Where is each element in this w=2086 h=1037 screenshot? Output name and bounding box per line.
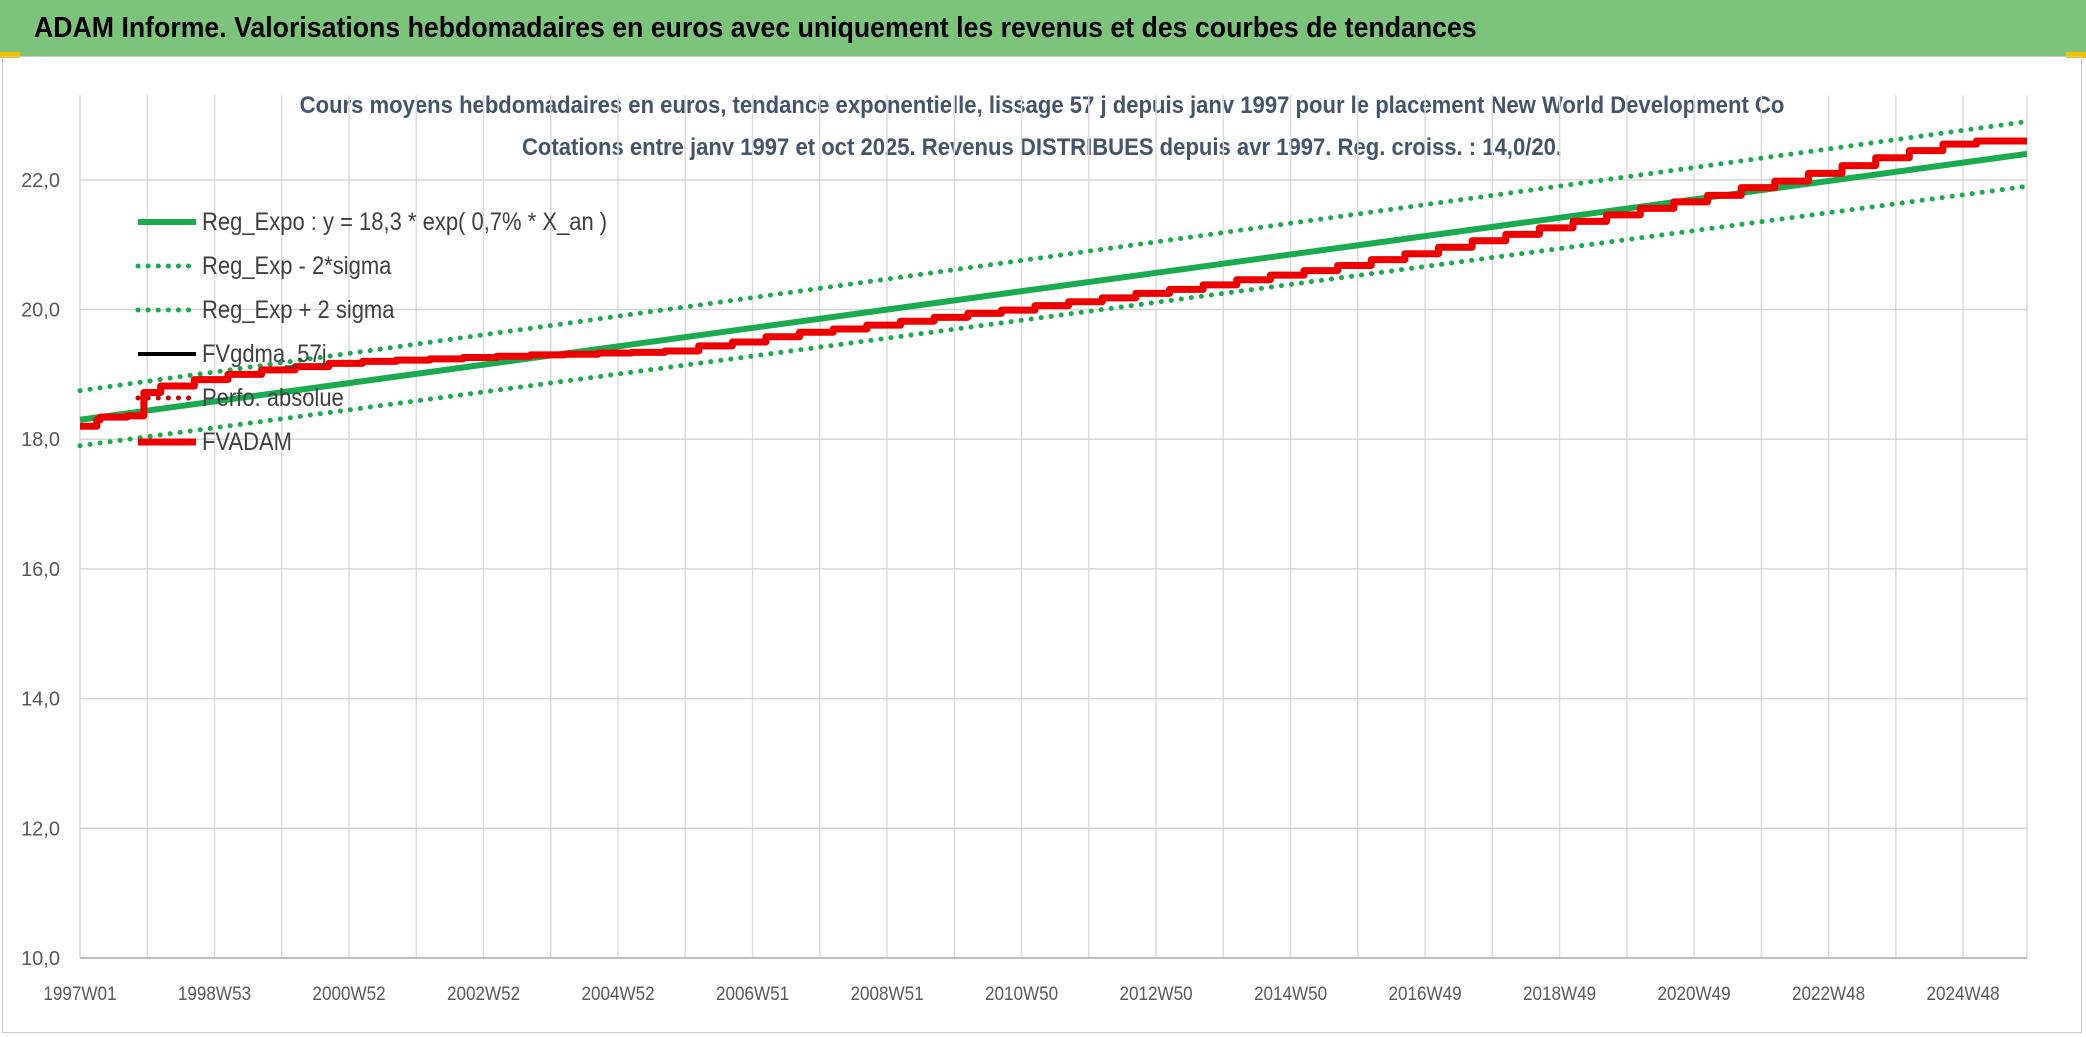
legend-label: Reg_Exp - 2*sigma	[202, 252, 392, 280]
legend-label: FVgdma_57j	[202, 340, 327, 368]
x-tick-label: 2000W52	[312, 983, 385, 1004]
y-tick-label: 12,0	[21, 818, 60, 840]
x-tick-label: 2024W48	[1927, 983, 2000, 1004]
report-title: ADAM Informe. Valorisations hebdomadaire…	[34, 11, 1477, 44]
y-tick-label: 14,0	[21, 689, 60, 711]
series-line-5	[80, 137, 2027, 430]
y-axis: 10,0 12,0 14,0 16,0 18,0 20,0 22,0	[21, 170, 60, 970]
legend-label: Perfo. absolue	[202, 384, 344, 412]
chart-title: Cours moyens hebdomadaires en euros, ten…	[300, 91, 1785, 118]
y-tick-label: 18,0	[21, 429, 60, 451]
x-axis: 1997W01 1998W53 2000W52 2002W52 2004W52 2006W…	[43, 957, 2027, 1004]
chart-subtitle: Cotations entre janv 1997 et oct 2025. R…	[522, 133, 1562, 160]
x-tick-label: 2010W50	[985, 983, 1058, 1004]
x-tick-label: 2012W50	[1119, 983, 1192, 1004]
x-tick-label: 2022W48	[1792, 983, 1865, 1004]
corner-marker-right	[2066, 52, 2086, 58]
x-tick-label: 2008W51	[850, 983, 923, 1004]
corner-marker-left	[0, 52, 20, 58]
x-tick-label: 2002W52	[447, 983, 520, 1004]
series-layer	[77, 118, 2030, 449]
chart-frame	[2, 56, 2082, 1033]
series-line-1	[77, 183, 2030, 449]
series-line-2	[77, 118, 2030, 394]
legend: Reg_Expo : y = 18,3 * exp( 0,7% * X_an )…	[135, 208, 607, 456]
x-tick-label: 2004W52	[581, 983, 654, 1004]
x-tick-label: 2020W49	[1658, 983, 1731, 1004]
legend-label: Reg_Expo : y = 18,3 * exp( 0,7% * X_an )	[202, 208, 607, 236]
y-tick-label: 10,0	[21, 948, 60, 970]
report-banner: ADAM Informe. Valorisations hebdomadaire…	[0, 0, 2086, 56]
legend-label: Reg_Exp + 2 sigma	[202, 296, 395, 324]
series-line-0	[79, 150, 2028, 423]
x-tick-label: 2018W49	[1523, 983, 1596, 1004]
legend-label: FVADAM	[202, 428, 292, 456]
x-tick-label: 2016W49	[1388, 983, 1461, 1004]
y-tick-label: 20,0	[21, 300, 60, 322]
x-tick-label: 2014W50	[1254, 983, 1327, 1004]
y-tick-label: 22,0	[21, 170, 60, 192]
x-tick-label: 1998W53	[178, 983, 251, 1004]
x-tick-label: 2006W51	[716, 983, 789, 1004]
y-tick-label: 16,0	[21, 559, 60, 581]
x-tick-label: 1997W01	[43, 983, 116, 1004]
